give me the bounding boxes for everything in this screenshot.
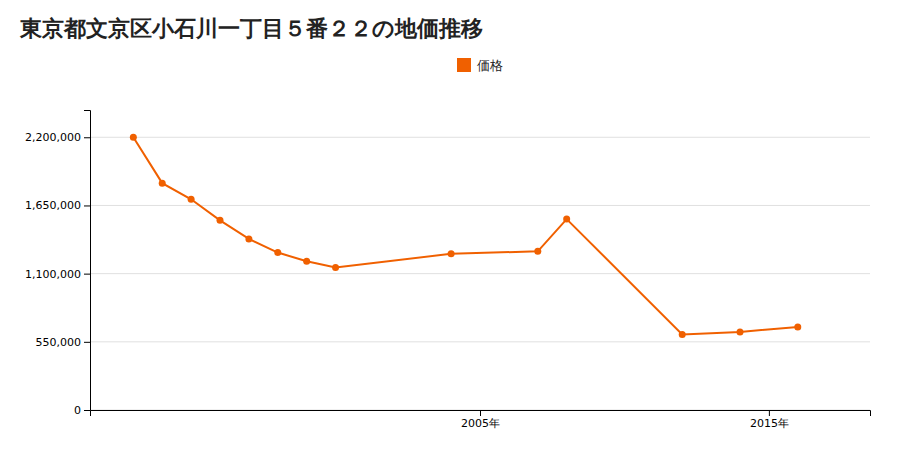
point	[534, 248, 541, 255]
point	[448, 250, 455, 257]
tick-mark	[769, 410, 770, 416]
tick-mark	[84, 342, 90, 343]
x-axis: 2005年 2015年	[91, 410, 871, 430]
grid-line	[90, 205, 870, 206]
title: 東京都文京区小石川一丁目５番２２の地価推移	[19, 16, 483, 41]
tick-label: 1,100,000	[25, 268, 81, 281]
plot: 2005年 2015年 0 550,000 1,100,000 1,650,000 2,20…	[25, 111, 870, 430]
tick-mark	[84, 410, 90, 411]
axis-line	[91, 411, 871, 417]
tick-label: 0	[74, 404, 81, 417]
point	[274, 249, 281, 256]
tick-mark	[84, 205, 90, 206]
point	[159, 180, 166, 187]
tick-mark	[480, 410, 481, 416]
tick: 1,650,000	[25, 199, 90, 212]
tick: 0	[74, 404, 90, 417]
axis-line	[84, 111, 91, 411]
tick-label: 550,000	[36, 336, 82, 349]
grid-line	[90, 273, 870, 274]
tick: 550,000	[36, 336, 91, 349]
legend-swatch	[457, 58, 471, 72]
tick: 2,200,000	[25, 131, 90, 144]
grid-line	[90, 137, 870, 138]
markers	[130, 134, 801, 338]
tick-label: 2005年	[461, 417, 500, 430]
tick-label: 2,200,000	[25, 131, 81, 144]
tick-mark	[84, 274, 90, 275]
y-axis: 0 550,000 1,100,000 1,650,000 2,200,000	[25, 111, 90, 418]
line	[133, 137, 797, 334]
grid	[90, 137, 870, 410]
tick: 2015年	[750, 410, 789, 430]
tick-label: 2015年	[750, 417, 789, 430]
point	[217, 217, 224, 224]
legend-label: 価格	[477, 58, 503, 73]
tick-mark	[84, 137, 90, 138]
chart: 東京都文京区小石川一丁目５番２２の地価推移 2005年 2015年 0 550,000 1…	[0, 0, 900, 450]
legend: 価格	[457, 58, 503, 73]
point	[188, 196, 195, 203]
point	[245, 235, 252, 242]
point	[563, 216, 570, 223]
tick-label: 1,650,000	[25, 199, 81, 212]
point	[130, 134, 137, 141]
marks	[130, 134, 801, 338]
tick: 1,100,000	[25, 268, 90, 281]
legend-item: 価格	[457, 58, 503, 73]
point	[332, 264, 339, 271]
point	[679, 331, 686, 338]
point	[303, 258, 310, 265]
point	[737, 328, 744, 335]
grid-line	[90, 341, 870, 342]
point	[794, 323, 801, 330]
tick: 2005年	[461, 410, 500, 430]
